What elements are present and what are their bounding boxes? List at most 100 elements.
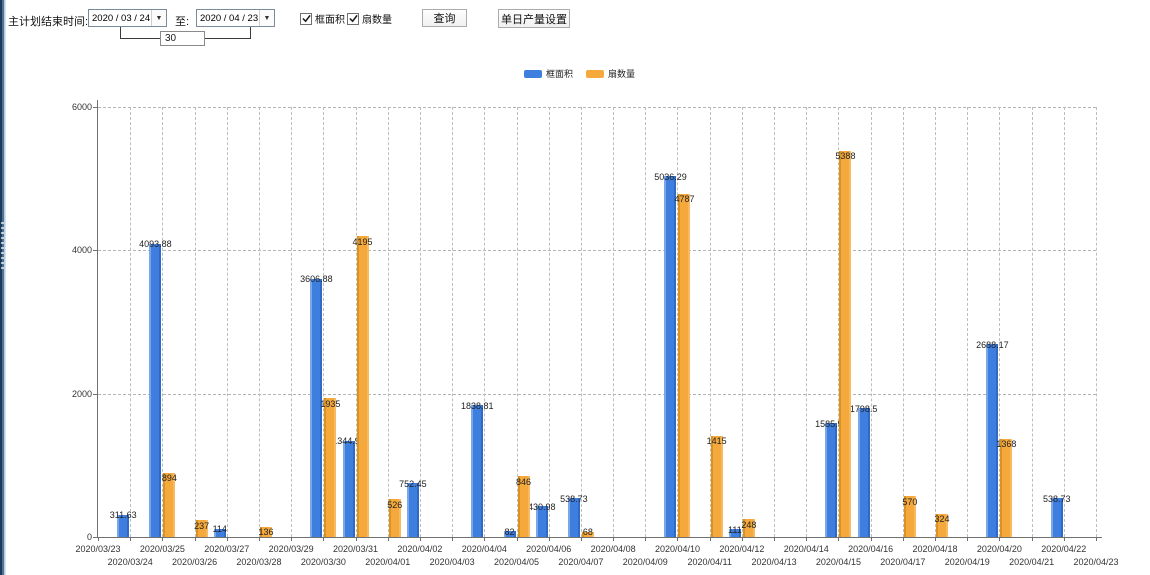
x-axis-tick <box>452 537 454 541</box>
x-axis-tick <box>484 537 486 541</box>
x-gridline <box>967 107 969 537</box>
checkbox-checked-icon <box>347 12 359 25</box>
chevron-down-icon[interactable]: ▼ <box>259 10 274 26</box>
daily-output-settings-button[interactable]: 单日产量设置 <box>498 9 570 28</box>
x-gridline <box>419 107 421 537</box>
sash-count-bar[interactable] <box>1000 438 1013 537</box>
sash-count-checkbox[interactable]: 扇数量 <box>347 11 392 26</box>
frame-area-bar[interactable] <box>728 529 741 537</box>
x-axis-label: 2020/04/02 <box>397 544 443 554</box>
bar-value-label: 526 <box>387 499 403 510</box>
frame-area-checkbox[interactable]: 框面积 <box>300 11 345 26</box>
legend-item-frame-area[interactable]: 框面积 <box>524 67 573 80</box>
bar-value-label: 5388 <box>835 151 856 162</box>
frame-area-bar[interactable] <box>857 408 870 537</box>
sash-count-bar[interactable] <box>356 236 369 537</box>
sash-count-bar[interactable] <box>259 527 272 537</box>
interval-days-value: 30 <box>165 33 177 44</box>
x-axis-tick <box>98 537 99 541</box>
sash-count-bar[interactable] <box>581 532 594 537</box>
x-gridline <box>194 107 196 537</box>
x-axis-tick <box>709 537 711 541</box>
frame-area-bar[interactable] <box>149 243 162 537</box>
frame-area-bar[interactable] <box>986 344 999 537</box>
x-axis-tick <box>967 537 969 541</box>
x-axis-tick <box>838 537 840 541</box>
date-from-picker[interactable]: 2020 / 03 / 24 ▼ <box>88 9 167 27</box>
connector-line <box>250 27 251 39</box>
x-axis-label: 2020/04/15 <box>815 557 861 567</box>
x-axis-tick <box>355 537 357 541</box>
left-panel-edge[interactable] <box>0 0 6 575</box>
x-gridline <box>226 107 228 537</box>
bar-value-label: 1585.96 <box>815 418 848 429</box>
x-gridline <box>516 107 518 537</box>
x-gridline <box>709 107 711 537</box>
y-axis-label: 0 <box>86 532 92 542</box>
legend-item-sash-count[interactable]: 扇数量 <box>586 67 635 80</box>
bar-value-label: 1344.95 <box>332 436 365 447</box>
sash-count-bar[interactable] <box>195 520 208 537</box>
sash-count-bar[interactable] <box>903 496 916 537</box>
y-axis-tick <box>93 250 98 252</box>
x-gridline <box>902 107 904 537</box>
frame-area-bar[interactable] <box>825 423 838 537</box>
frame-area-bar[interactable] <box>406 483 419 537</box>
query-button[interactable]: 查询 <box>422 9 467 27</box>
frame-area-bar[interactable] <box>213 528 226 537</box>
connector-line <box>120 38 160 39</box>
bar-value-label: 324 <box>934 514 950 525</box>
x-axis-label: 2020/04/05 <box>493 557 540 567</box>
x-axis-tick <box>1063 537 1065 541</box>
frame-area-bar[interactable] <box>310 278 323 537</box>
frame-area-bar[interactable] <box>117 514 130 537</box>
x-axis-line <box>1096 537 1102 538</box>
sash-count-bar[interactable] <box>163 472 176 537</box>
sash-count-bar[interactable] <box>742 519 755 537</box>
legend-swatch-blue <box>524 69 542 78</box>
bar-value-label: 311.63 <box>109 510 137 521</box>
frame-area-bar[interactable] <box>567 498 580 537</box>
x-gridline <box>258 107 260 537</box>
x-axis-label: 2020/04/12 <box>719 544 765 554</box>
bar-value-label: 3606.88 <box>300 274 333 285</box>
x-gridline <box>806 107 808 537</box>
x-axis-tick <box>580 537 582 541</box>
legend-label-frame-area: 框面积 <box>546 69 574 79</box>
x-axis-tick <box>323 537 325 541</box>
frame-area-bar[interactable] <box>1050 498 1063 537</box>
production-bar-chart: 0 2000 4000 6000 2020/03/23 2020/03/24 2020/03… <box>72 100 1119 567</box>
x-axis-label: 2020/03/23 <box>75 544 121 554</box>
interval-days-input[interactable]: 30 <box>160 31 205 46</box>
date-to-picker[interactable]: 2020 / 04 / 23 ▼ <box>196 9 275 27</box>
sash-count-bar[interactable] <box>710 435 723 537</box>
x-gridline <box>774 107 776 537</box>
x-gridline <box>838 107 840 537</box>
date-from-value: 2020 / 03 / 24 <box>92 12 151 24</box>
x-gridline <box>580 107 582 537</box>
frame-area-bar[interactable] <box>535 506 548 537</box>
bar-value-label: 4787 <box>674 194 695 205</box>
y-axis-label: 6000 <box>71 102 92 112</box>
sash-count-bar[interactable] <box>936 513 949 537</box>
sash-count-bar[interactable] <box>678 193 691 537</box>
sash-count-bar[interactable] <box>388 499 401 537</box>
x-gridline <box>1063 107 1065 537</box>
frame-area-bar[interactable] <box>503 531 516 537</box>
frame-area-bar[interactable] <box>664 176 677 537</box>
x-axis-label: 2020/03/24 <box>107 557 153 567</box>
frame-area-bar[interactable] <box>342 440 355 537</box>
x-axis-label: 2020/04/13 <box>751 557 797 567</box>
x-axis-tick <box>645 537 647 541</box>
frame-area-bar[interactable] <box>471 405 484 537</box>
sash-count-bar[interactable] <box>839 150 852 537</box>
sash-count-bar[interactable] <box>324 398 337 537</box>
bar-value-label: 894 <box>161 473 177 484</box>
x-axis-tick <box>258 537 260 541</box>
chevron-down-icon[interactable]: ▼ <box>151 10 166 26</box>
sash-count-bar[interactable] <box>517 476 530 537</box>
x-gridline <box>677 107 679 537</box>
bar-value-label: 538.73 <box>1043 493 1071 504</box>
x-axis-label: 2020/04/17 <box>880 557 926 567</box>
x-axis-label: 2020/04/10 <box>654 544 700 554</box>
